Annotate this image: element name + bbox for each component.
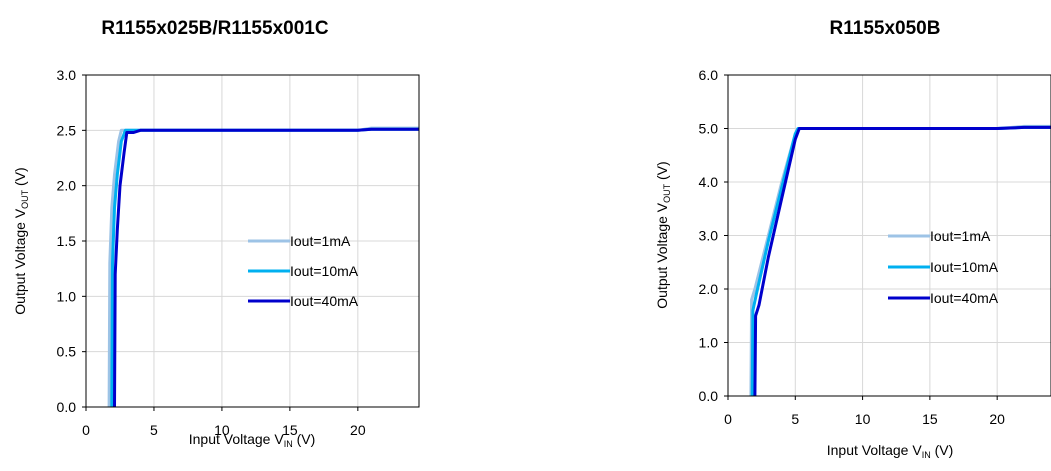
legend-label-1: Iout=1mA	[930, 228, 991, 244]
series-line-2	[750, 125, 1051, 397]
y-axis-label: Output Voltage VOUT (V)	[654, 161, 672, 308]
chart-title: R1155x050B	[830, 18, 941, 39]
y-tick-label: 4.0	[699, 174, 719, 190]
x-tick-label: 5	[150, 422, 158, 438]
y-tick-label: 2.0	[57, 178, 77, 194]
y-tick-label: 6.0	[699, 67, 719, 83]
y-tick-label: 2.5	[57, 122, 77, 138]
x-tick-label: 5	[791, 411, 799, 427]
x-tick-label: 0	[724, 411, 732, 427]
x-tick-label: 15	[282, 422, 298, 438]
x-tick-label: 0	[82, 422, 90, 438]
series-line-3	[113, 127, 419, 408]
x-tick-label: 10	[855, 411, 871, 427]
series-line-1	[107, 126, 419, 408]
legend-label-2: Iout=10mA	[930, 259, 999, 275]
y-axis-label: Output Voltage VOUT (V)	[12, 167, 30, 314]
y-tick-label: 1.0	[699, 335, 719, 351]
y-tick-label: 1.5	[57, 233, 77, 249]
series-line-2	[110, 127, 419, 408]
legend: Iout=1mA Iout=10mA Iout=40mA	[248, 233, 359, 309]
x-axis-label: Input Voltage VIN (V)	[189, 431, 316, 449]
legend-label-3: Iout=40mA	[290, 293, 359, 309]
chart-left: R1155x025B/R1155x001C 0 5 10 15 20 0.0 0.5 1.0 1.…	[12, 18, 420, 449]
y-tick-label: 0.0	[57, 399, 77, 415]
x-axis-label: Input Voltage VIN (V)	[827, 442, 954, 460]
legend-label-3: Iout=40mA	[930, 290, 999, 306]
x-tick-label: 15	[922, 411, 938, 427]
series-line-3	[753, 125, 1051, 397]
x-tick-label: 20	[989, 411, 1005, 427]
y-tick-label: 0.5	[57, 344, 77, 360]
y-tick-label: 2.0	[699, 281, 719, 297]
x-tick-label: 20	[350, 422, 366, 438]
series-line-1	[749, 124, 1051, 397]
x-tick-label: 10	[214, 422, 230, 438]
y-tick-label: 1.0	[57, 288, 77, 304]
y-tick-label: 0.0	[699, 388, 719, 404]
y-tick-label: 5.0	[699, 121, 719, 137]
y-tick-label: 3.0	[57, 67, 77, 83]
y-tick-label: 3.0	[699, 228, 719, 244]
chart-title: R1155x025B/R1155x001C	[101, 18, 328, 39]
legend-label-1: Iout=1mA	[290, 233, 351, 249]
legend: Iout=1mA Iout=10mA Iout=40mA	[888, 228, 999, 306]
legend-label-2: Iout=10mA	[290, 263, 359, 279]
chart-right: R1155x050B 0 5 10 15 20 0.0 1.0 2.0 3.0 4.0 5.0 6.0 I…	[654, 18, 1051, 460]
